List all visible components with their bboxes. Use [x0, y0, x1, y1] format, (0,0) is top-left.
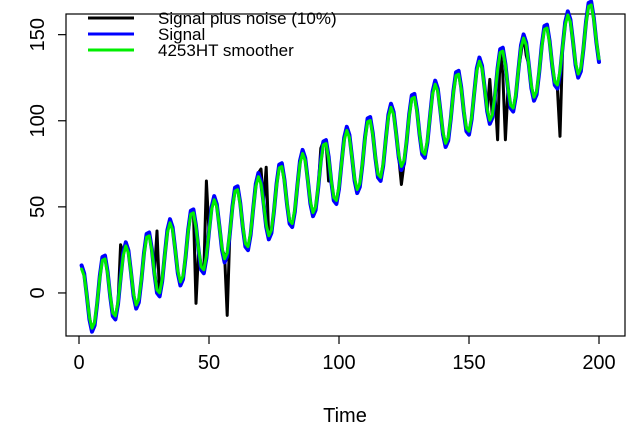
x-tick-label: 0 — [73, 352, 84, 374]
x-axis: 0 50 100 150 200 — [73, 336, 616, 374]
y-tick-label: 100 — [27, 104, 49, 137]
series-smoother — [80, 3, 601, 330]
y-axis: 0 50 100 150 — [27, 18, 66, 299]
x-tick-label: 50 — [198, 352, 220, 374]
x-tick-label: 150 — [452, 352, 485, 374]
y-tick-label: 50 — [27, 196, 49, 218]
legend-label: Signal — [158, 25, 205, 44]
series-layer — [79, 0, 601, 334]
x-tick-label: 200 — [582, 352, 615, 374]
y-tick-label: 150 — [27, 18, 49, 51]
y-tick-label: 0 — [27, 287, 49, 298]
x-axis-title: Time — [323, 405, 367, 427]
plot-frame — [65, 13, 626, 337]
x-tick-label: 100 — [322, 352, 355, 374]
legend-label: 4253HT smoother — [158, 41, 294, 60]
legend-label: Signal plus noise (10%) — [158, 9, 337, 28]
